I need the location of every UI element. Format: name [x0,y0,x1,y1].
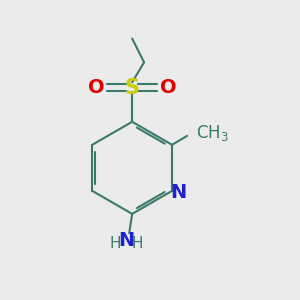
Text: CH$_3$: CH$_3$ [196,123,229,143]
Text: O: O [88,78,104,97]
Text: H: H [109,236,121,251]
Text: O: O [160,78,177,97]
Text: N: N [170,183,187,202]
Text: H: H [132,236,143,251]
Text: S: S [125,78,140,98]
Text: N: N [118,231,134,250]
